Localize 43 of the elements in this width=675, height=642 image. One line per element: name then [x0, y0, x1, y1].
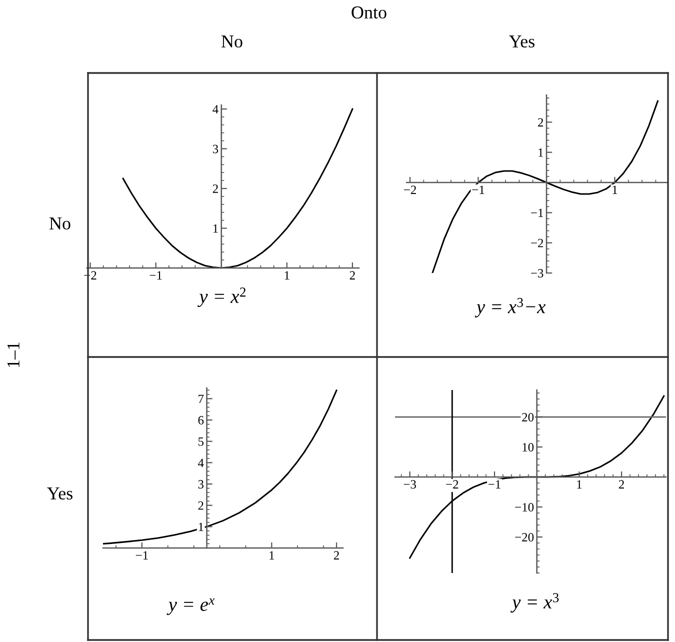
chart-title: No [221, 36, 242, 48]
x-tick-label: 2 [334, 551, 339, 560]
y-tick-label: 2 [198, 501, 204, 510]
y-axis-title: No [49, 218, 70, 230]
x-axis-title: y = x$^{3}$−x [474, 298, 546, 318]
x-tick-label: 1 [612, 186, 618, 194]
x-tick-label: 2 [350, 271, 355, 280]
x-axis-title: y = e$^{x}$ [166, 598, 215, 616]
line-series [103, 390, 338, 544]
y-tick-label: 10 [522, 443, 534, 452]
y-axis-title: Yes [47, 488, 72, 500]
y-tick-label: −2 [531, 238, 544, 248]
y-tick-label: 6 [198, 416, 204, 424]
x-tick-label: −1 [136, 551, 148, 560]
x-tick-label: −1 [488, 480, 500, 488]
y-tick-label: 5 [198, 437, 204, 446]
y-tick-label: 1 [198, 522, 204, 532]
y-tick-label: 4 [212, 105, 218, 114]
y-tick-label: 3 [212, 144, 218, 154]
text: Onto [352, 6, 386, 19]
x-axis-title: y = x$^{2}$ [198, 288, 246, 308]
x-tick-label: −3 [404, 480, 416, 489]
y-tick-label: 4 [198, 458, 204, 468]
y-tick-label: 7 [198, 394, 204, 404]
x-tick-label: 1 [284, 271, 290, 280]
y-tick-label: 20 [522, 413, 534, 422]
y-tick-label: 3 [198, 480, 204, 488]
x-tick-label: −2 [404, 186, 416, 194]
x-tick-label: −2 [446, 480, 458, 488]
y-tick-label: −10 [515, 503, 534, 512]
y-tick-label: −20 [515, 533, 534, 542]
x-tick-label: 1 [577, 480, 582, 488]
x-axis-title: y = x$^{3}$ [510, 593, 559, 613]
y-tick-label: 2 [538, 118, 544, 126]
y-tick-label: 1 [538, 148, 543, 157]
text: 1–1 [7, 342, 20, 367]
x-tick-label: −1 [150, 271, 162, 280]
x-tick-label: −1 [472, 186, 484, 194]
chart-title: Yes [509, 36, 534, 48]
y-tick-label: 1 [213, 224, 218, 233]
x-tick-label: 2 [618, 480, 624, 488]
y-tick-label: −1 [531, 208, 543, 217]
x-tick-label: 1 [270, 551, 274, 560]
